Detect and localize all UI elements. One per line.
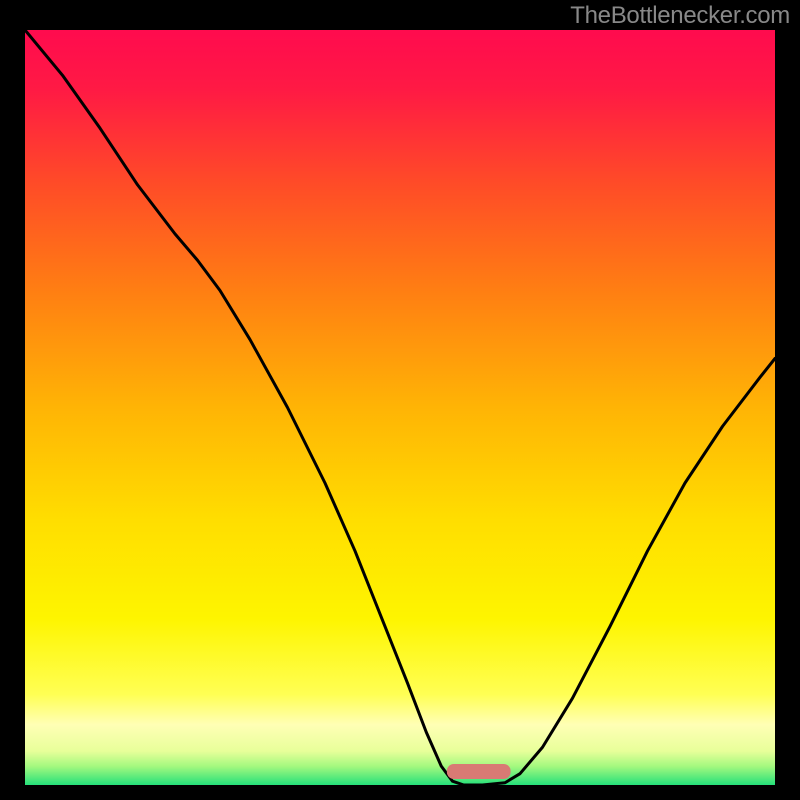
plot-svg (25, 30, 775, 785)
gradient-background (25, 30, 775, 785)
chart-frame: TheBottlenecker.com (0, 0, 800, 800)
watermark-text: TheBottlenecker.com (570, 2, 790, 30)
plot-area (25, 30, 775, 785)
optimal-marker (447, 764, 511, 779)
